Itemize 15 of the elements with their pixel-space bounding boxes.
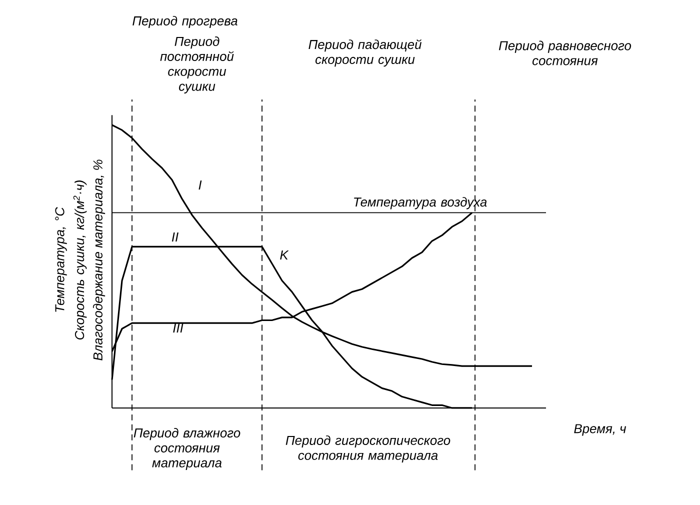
text: Температура, °С	[55, 206, 67, 312]
text: Период прогрева	[132, 16, 238, 28]
text: Скорость сушки, кг/(м$^{2}$·ч)	[73, 180, 87, 340]
text: Период гигроскопического состояния материала	[286, 435, 450, 462]
x-axis-title: Время, ч	[574, 424, 626, 436]
series-label: II	[172, 232, 178, 242]
text: Период равновесного состояния	[498, 40, 632, 66]
text: Период падающей скорости сушки	[308, 39, 422, 67]
y-axis-title: Влагосодержание материала, %	[92, 160, 106, 360]
series-label: III	[173, 324, 184, 332]
ref-line-label: Температура воздуха	[354, 197, 487, 210]
series-label: I	[198, 180, 202, 190]
annotation: K	[280, 250, 289, 260]
text: Период влажного состояния материала	[134, 428, 240, 470]
text: Период постоянной скорости сушки	[160, 36, 234, 94]
